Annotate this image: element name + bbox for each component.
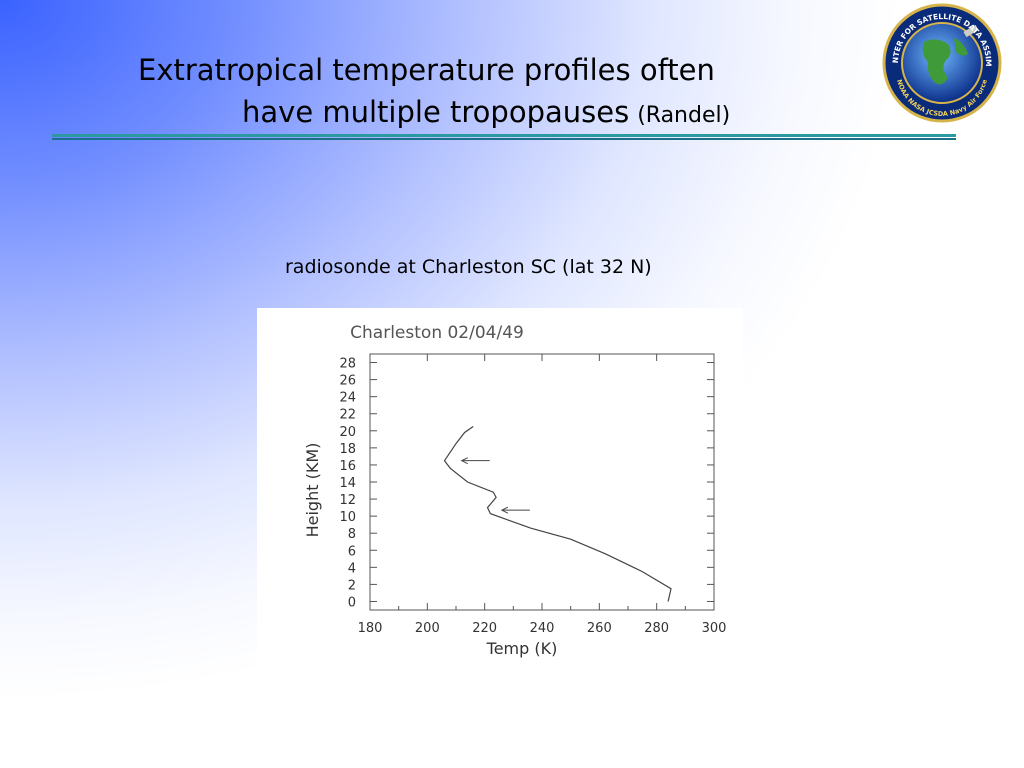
y-tick-label: 24: [339, 391, 356, 406]
x-tick-label: 300: [702, 621, 727, 636]
slide-title-line2: have multiple tropopauses (Randel): [242, 92, 730, 136]
x-tick-label: 220: [472, 621, 497, 636]
x-axis: 180 200 220 240 260 280 300: [358, 354, 727, 636]
y-tick-label: 28: [339, 357, 356, 372]
y-tick-label: 2: [348, 578, 356, 593]
y-tick-label: 26: [339, 374, 356, 389]
y-tick-label: 12: [339, 493, 356, 508]
y-axis-title: Height (KM): [303, 443, 322, 538]
y-tick-label: 22: [339, 408, 356, 423]
chart-caption-text: radiosonde at Charleston SC (lat 32 N): [285, 256, 652, 278]
title-divider-top: [52, 134, 956, 137]
y-tick-label: 8: [348, 527, 356, 542]
slide-title-line1: Extratropical temperature profiles often: [138, 53, 715, 87]
plot-frame: [369, 353, 715, 611]
chart-panel: Charleston 02/04/49 180 200 220 240 260 280 30…: [257, 308, 743, 688]
slide-title-line2-main: have multiple tropopauses: [242, 95, 630, 129]
x-axis-title: Temp (K): [486, 639, 558, 658]
slide-title-attribution: (Randel): [637, 103, 731, 128]
y-tick-label: 18: [339, 442, 356, 457]
x-tick-label: 180: [358, 621, 383, 636]
temperature-profile-chart: Charleston 02/04/49 180 200 220 240 260 280 30…: [303, 323, 727, 658]
temperature-profile-line: [443, 426, 672, 602]
chart-title: Charleston 02/04/49: [350, 323, 524, 343]
y-tick-label: 0: [348, 595, 356, 610]
y-tick-label: 20: [339, 425, 356, 440]
title-divider-bottom: [52, 138, 956, 140]
y-tick-label: 10: [339, 510, 356, 525]
y-tick-label: 14: [339, 476, 356, 491]
x-tick-label: 260: [587, 621, 612, 636]
tropopause-arrow-icon: [500, 506, 530, 514]
x-tick-label: 200: [415, 621, 440, 636]
y-tick-label: 6: [348, 544, 356, 559]
tropopause-arrows: [460, 457, 530, 514]
tropopause-arrow-icon: [460, 457, 490, 465]
x-tick-label: 280: [644, 621, 669, 636]
jcsda-logo-icon: JOINT CENTER FOR SATELLITE DATA ASSIMILA…: [873, 0, 1008, 124]
y-tick-label: 16: [339, 459, 356, 474]
y-tick-label: 4: [348, 561, 356, 576]
x-tick-label: 240: [530, 621, 555, 636]
